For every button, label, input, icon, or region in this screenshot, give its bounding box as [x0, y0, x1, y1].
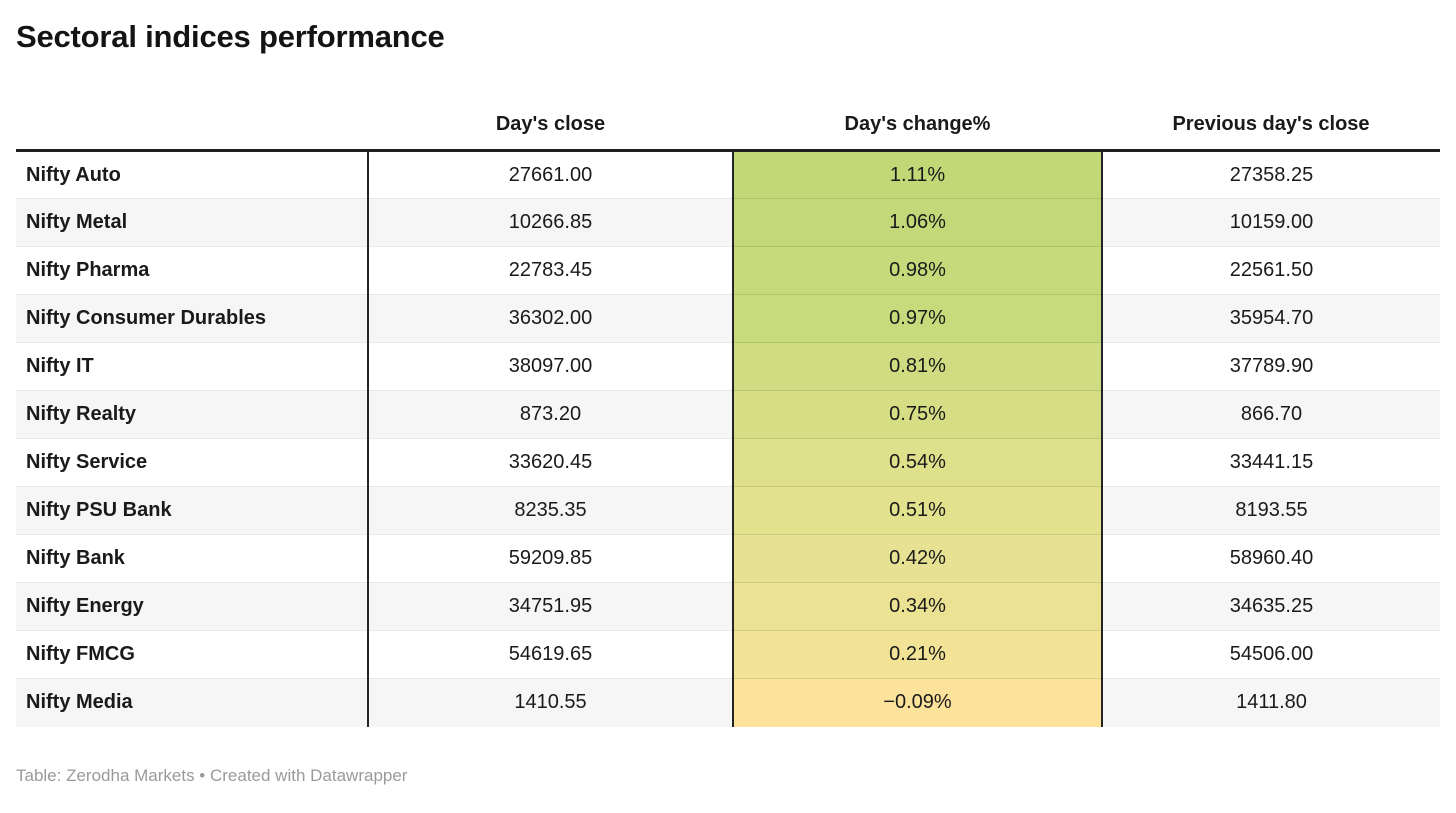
- cell-prev-close: 35954.70: [1102, 294, 1440, 343]
- cell-day-close: 873.20: [368, 390, 733, 439]
- row-label: Nifty Service: [16, 438, 369, 487]
- table-body: Nifty Auto 27661.00 1.11% 27358.25 Nifty…: [16, 150, 1440, 727]
- table-row: Nifty PSU Bank 8235.35 0.51% 8193.55: [16, 486, 1440, 535]
- cell-day-close: 34751.95: [368, 582, 733, 631]
- table-row: Nifty FMCG 54619.65 0.21% 54506.00: [16, 630, 1440, 679]
- row-label: Nifty Consumer Durables: [16, 294, 369, 343]
- cell-day-close: 10266.85: [368, 198, 733, 247]
- cell-prev-close: 54506.00: [1102, 630, 1440, 679]
- row-label: Nifty Pharma: [16, 246, 369, 295]
- cell-prev-close: 10159.00: [1102, 198, 1440, 247]
- cell-prev-close: 33441.15: [1102, 438, 1440, 487]
- cell-prev-close: 37789.90: [1102, 342, 1440, 391]
- table-row: Nifty Pharma 22783.45 0.98% 22561.50: [16, 246, 1440, 295]
- cell-day-close: 59209.85: [368, 534, 733, 583]
- cell-day-change: 0.34%: [732, 582, 1103, 631]
- cell-day-close: 22783.45: [368, 246, 733, 295]
- cell-day-change: 0.42%: [732, 534, 1103, 583]
- row-label: Nifty Metal: [16, 198, 369, 247]
- table-row: Nifty IT 38097.00 0.81% 37789.90: [16, 342, 1440, 391]
- table-row: Nifty Metal 10266.85 1.06% 10159.00: [16, 198, 1440, 247]
- cell-day-close: 38097.00: [368, 342, 733, 391]
- col-header-previous-days-close: Previous day's close: [1102, 56, 1440, 152]
- table-row: Nifty Media 1410.55 −0.09% 1411.80: [16, 678, 1440, 727]
- row-label: Nifty Media: [16, 678, 369, 727]
- row-label: Nifty Realty: [16, 390, 369, 439]
- cell-prev-close: 34635.25: [1102, 582, 1440, 631]
- cell-day-change: −0.09%: [732, 678, 1103, 727]
- col-header-days-close: Day's close: [368, 56, 733, 152]
- attribution-footer: Table: Zerodha Markets • Created with Da…: [16, 765, 408, 785]
- table-row: Nifty Bank 59209.85 0.42% 58960.40: [16, 534, 1440, 583]
- table-row: Nifty Energy 34751.95 0.34% 34635.25: [16, 582, 1440, 631]
- row-label: Nifty Bank: [16, 534, 369, 583]
- row-label: Nifty FMCG: [16, 630, 369, 679]
- page-title: Sectoral indices performance: [16, 19, 445, 54]
- cell-day-close: 33620.45: [368, 438, 733, 487]
- row-label: Nifty Auto: [16, 150, 369, 199]
- row-label: Nifty IT: [16, 342, 369, 391]
- table-row: Nifty Consumer Durables 36302.00 0.97% 3…: [16, 294, 1440, 343]
- col-header-empty: [16, 56, 368, 152]
- cell-prev-close: 866.70: [1102, 390, 1440, 439]
- cell-day-change: 0.98%: [732, 246, 1103, 295]
- cell-day-change: 1.11%: [732, 150, 1103, 199]
- col-header-days-change: Day's change%: [733, 56, 1102, 152]
- cell-prev-close: 58960.40: [1102, 534, 1440, 583]
- table-row: Nifty Service 33620.45 0.54% 33441.15: [16, 438, 1440, 487]
- cell-day-close: 27661.00: [508, 163, 593, 186]
- cell-day-change: 0.81%: [732, 342, 1103, 391]
- table-row: Nifty Realty 873.20 0.75% 866.70: [16, 390, 1440, 439]
- cell-day-change: 1.06%: [732, 198, 1103, 247]
- cell-day-close: 1410.55: [368, 678, 733, 727]
- cell-day-close: 8235.35: [368, 486, 733, 535]
- cell-day-close: 54619.65: [368, 630, 733, 679]
- cell-day-change: 0.75%: [732, 390, 1103, 439]
- table-row: Nifty Auto 27661.00 1.11% 27358.25: [16, 150, 1440, 199]
- cell-day-change: 0.97%: [732, 294, 1103, 343]
- row-label: Nifty PSU Bank: [16, 486, 369, 535]
- cell-prev-close: 1411.80: [1102, 678, 1440, 727]
- row-label: Nifty Energy: [16, 582, 369, 631]
- cell-prev-close: 22561.50: [1102, 246, 1440, 295]
- sectoral-indices-table: Day's close Day's change% Previous day's…: [16, 56, 1440, 727]
- cell-day-close: 36302.00: [368, 294, 733, 343]
- cell-day-change: 0.54%: [732, 438, 1103, 487]
- cell-day-change: 0.21%: [732, 630, 1103, 679]
- cell-prev-close: 8193.55: [1102, 486, 1440, 535]
- cell-day-change: 0.51%: [732, 486, 1103, 535]
- cell-prev-close: 27358.25: [1229, 163, 1314, 186]
- table-header: Day's close Day's change% Previous day's…: [16, 56, 1440, 152]
